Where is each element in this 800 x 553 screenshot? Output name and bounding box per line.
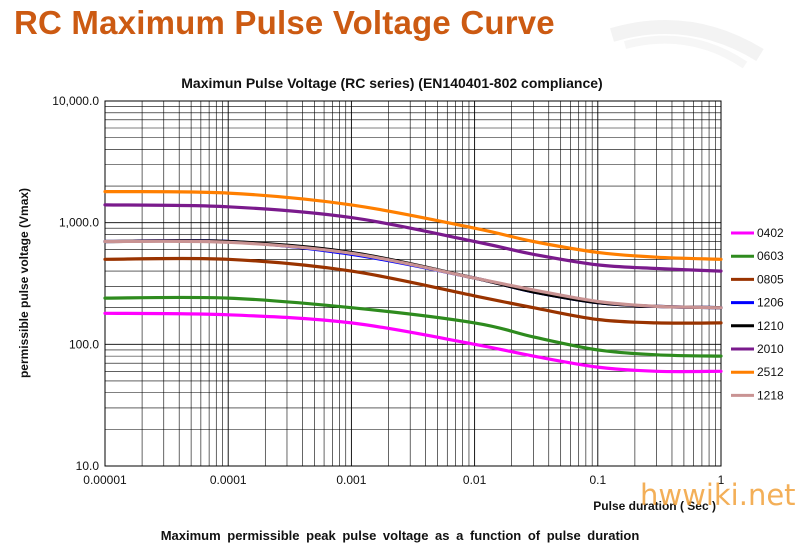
y-tick-label: 10,000.0: [52, 94, 99, 108]
series-line-2010: [103, 203, 723, 273]
axis-ticks: 0.00001 0.0001 0.001 0.01 0.1 1 10.0 100.0 1,000…: [52, 94, 724, 487]
legend-label-2010: 2010: [757, 342, 784, 356]
y-tick-label: 1,000.0: [59, 216, 99, 230]
series-line-0805: [103, 256, 723, 325]
x-tick-label: 0.001: [336, 473, 366, 487]
x-tick-label: 0.0001: [210, 473, 247, 487]
x-tick-label: 0.00001: [83, 473, 127, 487]
legend-label-0603: 0603: [757, 249, 784, 263]
x-axis-label: Pulse duration ( Sec ): [593, 499, 716, 513]
chart-grid: [104, 100, 722, 467]
y-tick-label: 10.0: [76, 459, 100, 473]
legend-label-1210: 1210: [757, 319, 784, 333]
legend-label-0805: 0805: [757, 272, 784, 286]
x-tick-label: 0.1: [589, 473, 606, 487]
y-tick-label: 100.0: [69, 337, 99, 351]
series-line-1218: [103, 239, 723, 310]
figure-caption: Maximum permissible peak pulse voltage a…: [160, 528, 640, 543]
page-title: RC Maximum Pulse Voltage Curve: [14, 4, 555, 41]
legend-label-1206: 1206: [757, 296, 784, 310]
chart-series: [103, 190, 723, 374]
x-tick-label: 0.01: [463, 473, 487, 487]
plot-frame: [104, 100, 722, 467]
y-axis-label: permissible pulse voltage (Vmax): [17, 188, 31, 378]
watermark: hwwiki.net: [640, 478, 796, 512]
series-line-0603: [103, 295, 723, 358]
legend-label-1218: 1218: [757, 388, 784, 402]
x-tick-label: 1: [718, 473, 725, 487]
series-line-2512: [103, 190, 723, 261]
legend-label-2512: 2512: [757, 365, 784, 379]
legend-label-0402: 0402: [757, 226, 784, 240]
chart-legend: 0402 0603 0805 1206 1210 2010 2512 1218: [731, 226, 784, 402]
series-line-0402: [103, 311, 723, 374]
chart-title: Maximun Pulse Voltage (RC series) (EN140…: [181, 75, 602, 91]
